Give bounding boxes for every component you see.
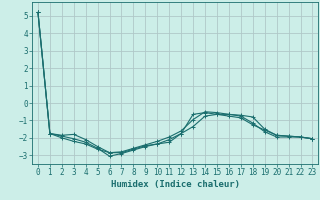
X-axis label: Humidex (Indice chaleur): Humidex (Indice chaleur) [111,180,240,189]
